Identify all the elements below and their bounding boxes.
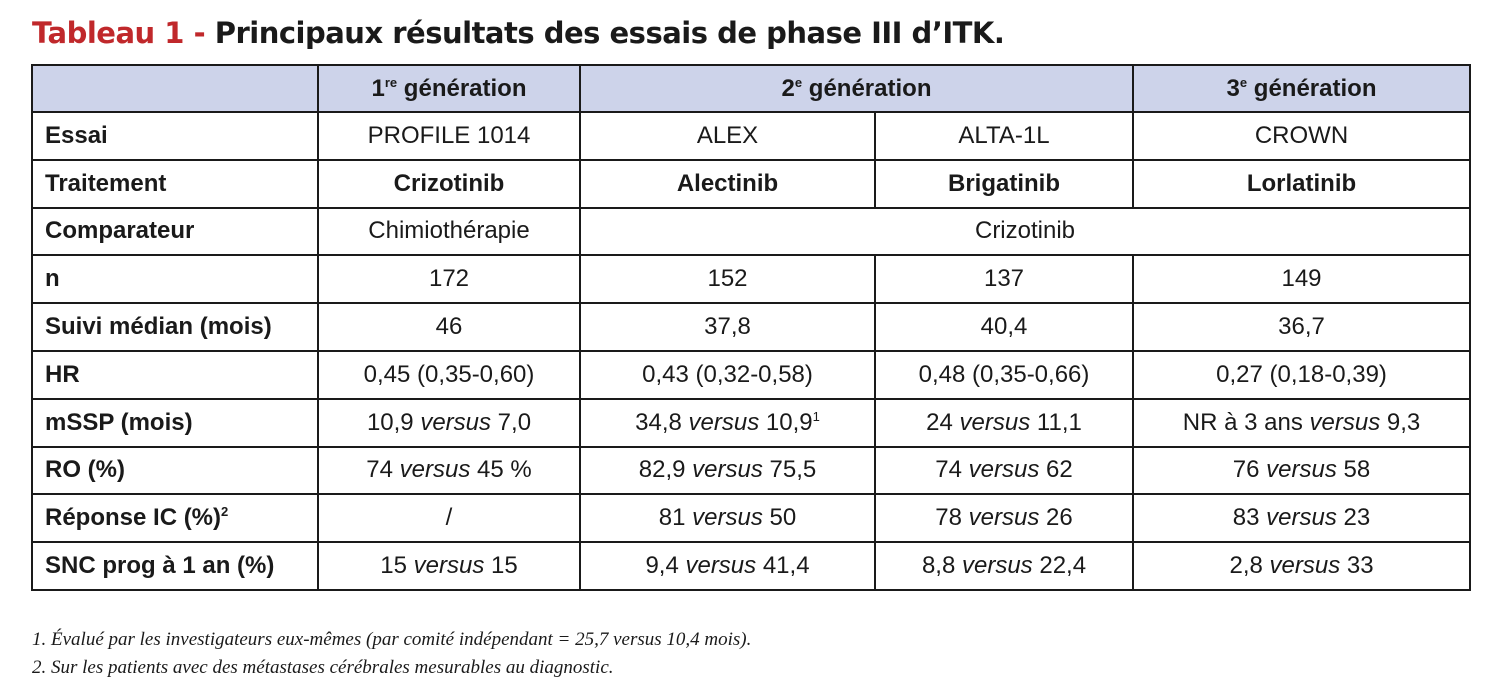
row-label: mSSP (mois): [31, 397, 319, 448]
row-label: Traitement: [31, 158, 319, 209]
table-cell: 8,8 versus 22,4: [873, 541, 1135, 591]
row-label: Comparateur: [31, 206, 319, 257]
table-cell: 78 versus 26: [873, 493, 1135, 544]
table-cell: Crizotinib: [317, 158, 581, 209]
table-cell: Brigatinib: [873, 158, 1135, 209]
header-row: 1re génération 2e génération 3e générati…: [31, 64, 1472, 113]
table-cell: Crizotinib: [578, 206, 1472, 257]
table-cell: 34,8 versus 10,91: [579, 397, 876, 448]
table-cell: 40,4: [873, 302, 1135, 352]
header-gen2: 2e génération: [578, 64, 1135, 113]
table-cell: 0,27 (0,18-0,39): [1132, 349, 1472, 400]
table-row: HR 0,45 (0,35-0,60) 0,43 (0,32-0,58) 0,4…: [31, 349, 1472, 400]
table-cell: 37,8: [579, 302, 876, 352]
table-row: Traitement Crizotinib Alectinib Brigatin…: [31, 158, 1472, 209]
table-cell: 74 versus 45 %: [317, 445, 581, 496]
row-label: HR: [31, 349, 319, 400]
table-cell: 83 versus 23: [1132, 493, 1472, 544]
table-row: Essai PROFILE 1014 ALEX ALTA-1L CROWN: [31, 111, 1472, 161]
table-cell: ALTA-1L: [873, 111, 1135, 161]
table-cell: 0,45 (0,35-0,60): [317, 349, 581, 400]
table-cell: 9,4 versus 41,4: [579, 541, 876, 591]
table-cell: 36,7: [1132, 302, 1472, 352]
table-cell: 10,9 versus 7,0: [317, 397, 581, 448]
row-label: SNC prog à 1 an (%): [31, 541, 319, 591]
table-cell: Alectinib: [579, 158, 876, 209]
table-cell: 76 versus 58: [1132, 445, 1472, 496]
table-cell: 2,8 versus 33: [1132, 541, 1472, 591]
table-row: Suivi médian (mois) 46 37,8 40,4 36,7: [31, 302, 1472, 352]
table-title: Tableau 1 - Principaux résultats des ess…: [32, 16, 1005, 50]
results-table: 1re génération 2e génération 3e générati…: [31, 64, 1472, 591]
header-gen3: 3e génération: [1132, 64, 1472, 113]
table-row: n 172 152 137 149: [31, 254, 1472, 305]
table-cell: NR à 3 ans versus 9,3: [1132, 397, 1472, 448]
table-cell: 74 versus 62: [873, 445, 1135, 496]
table-cell: 81 versus 50: [579, 493, 876, 544]
row-label: Réponse IC (%)2: [31, 493, 319, 544]
table-cell: 82,9 versus 75,5: [579, 445, 876, 496]
title-lead: Tableau 1 -: [32, 16, 206, 50]
table-row: RO (%) 74 versus 45 % 82,9 versus 75,5 7…: [31, 445, 1472, 496]
table-cell: 15 versus 15: [317, 541, 581, 591]
table-row: SNC prog à 1 an (%) 15 versus 15 9,4 ver…: [31, 541, 1472, 591]
row-label: n: [31, 254, 319, 305]
header-gen1: 1re génération: [317, 64, 581, 113]
footnotes: 1. Évalué par les investigateurs eux-mêm…: [32, 626, 751, 682]
table-cell: Chimiothérapie: [317, 206, 581, 257]
table-cell: 172: [317, 254, 581, 305]
table-cell: 137: [873, 254, 1135, 305]
table-cell: Lorlatinib: [1132, 158, 1472, 209]
row-label: RO (%): [31, 445, 319, 496]
table-row: Comparateur Chimiothérapie Crizotinib: [31, 206, 1472, 257]
table-cell: 149: [1132, 254, 1472, 305]
table-cell: ALEX: [579, 111, 876, 161]
table-cell: 46: [317, 302, 581, 352]
row-label: Essai: [31, 111, 319, 161]
row-label: Suivi médian (mois): [31, 302, 319, 352]
table-row: mSSP (mois) 10,9 versus 7,0 34,8 versus …: [31, 397, 1472, 448]
table-cell: 24 versus 11,1: [873, 397, 1135, 448]
footnote: 1. Évalué par les investigateurs eux-mêm…: [32, 629, 752, 650]
table-cell: 0,48 (0,35-0,66): [873, 349, 1135, 400]
table-cell: 0,43 (0,32-0,58): [579, 349, 876, 400]
table-row: Réponse IC (%)2 / 81 versus 50 78 versus…: [31, 493, 1472, 544]
table-cell: CROWN: [1132, 111, 1472, 161]
footnote: 2. Sur les patients avec des métastases …: [32, 657, 614, 678]
header-empty-cell: [31, 64, 319, 113]
table-cell: /: [317, 493, 581, 544]
table-cell: 152: [579, 254, 876, 305]
table-cell: PROFILE 1014: [317, 111, 581, 161]
title-text: Principaux résultats des essais de phase…: [205, 16, 1005, 50]
